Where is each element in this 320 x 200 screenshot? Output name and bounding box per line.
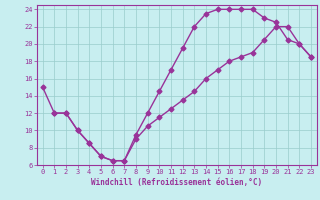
X-axis label: Windchill (Refroidissement éolien,°C): Windchill (Refroidissement éolien,°C) bbox=[91, 178, 262, 187]
